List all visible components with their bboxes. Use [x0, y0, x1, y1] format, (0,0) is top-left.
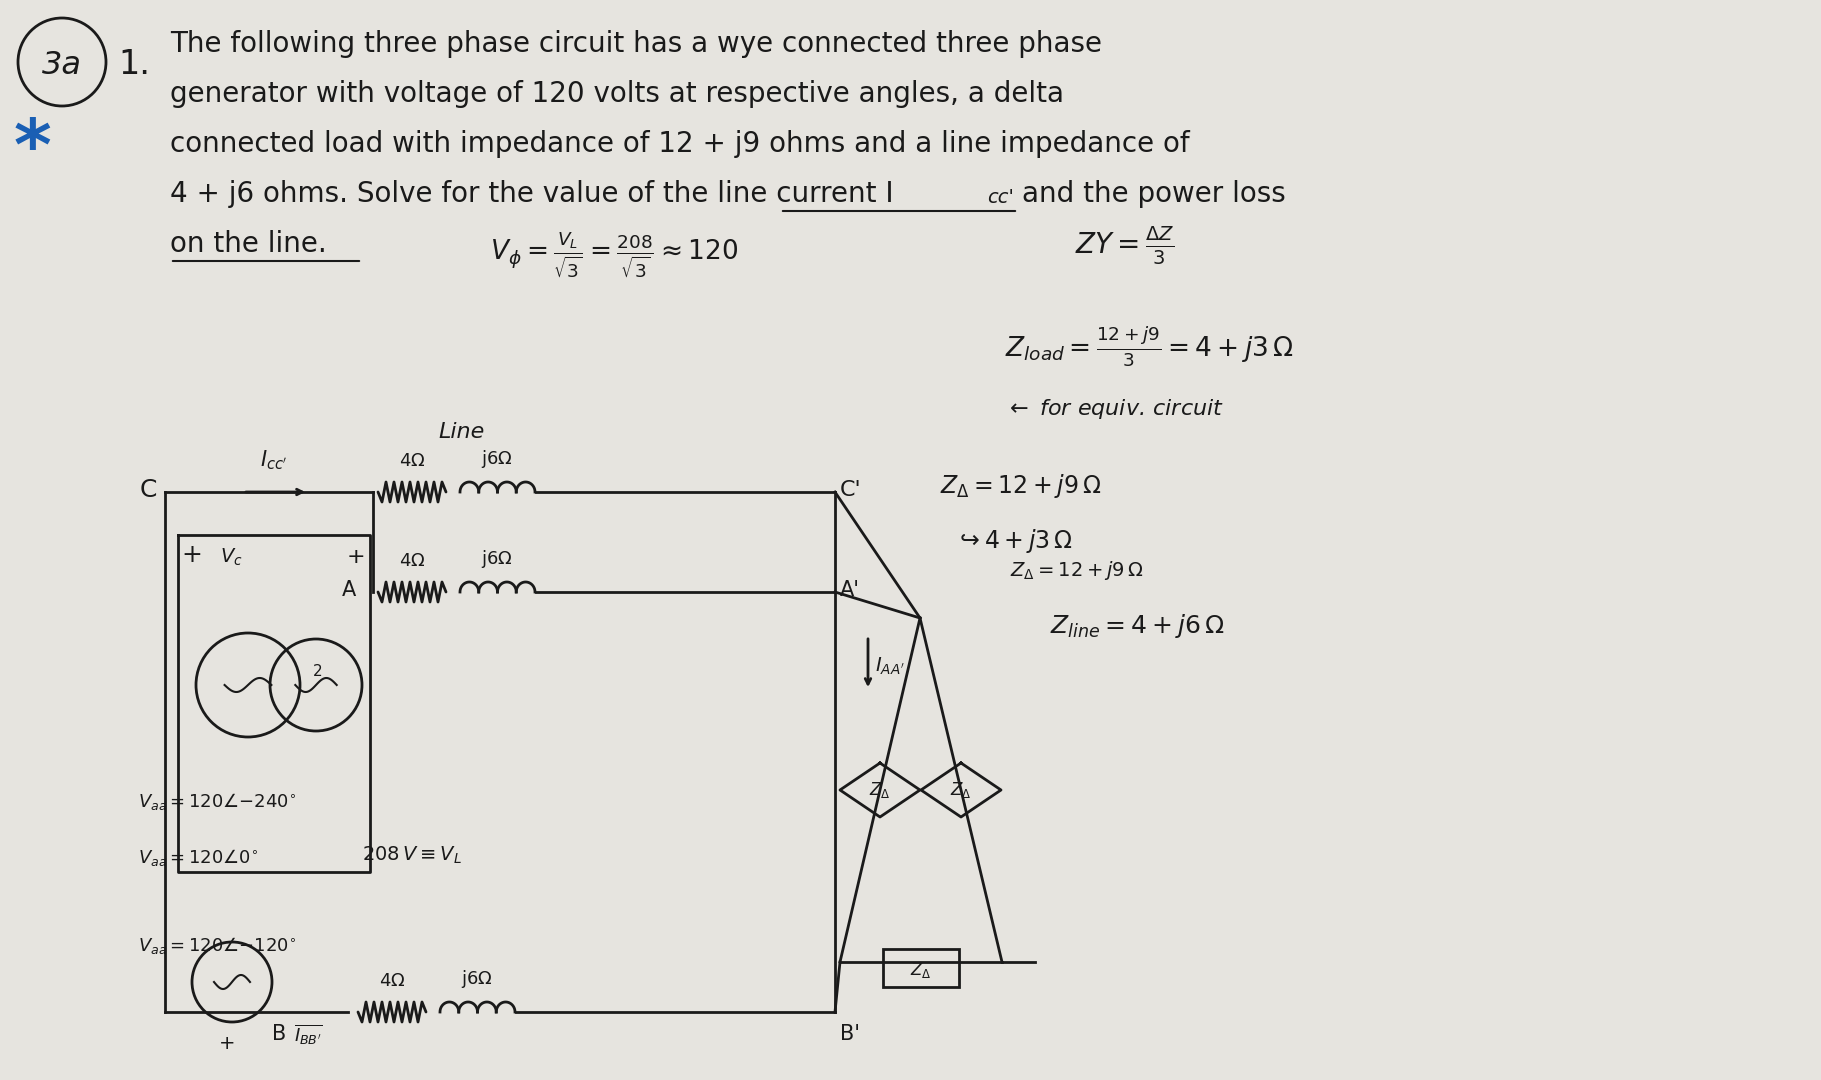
Text: 2: 2: [313, 663, 322, 678]
Text: j6$\Omega$: j6$\Omega$: [461, 968, 493, 990]
Text: C: C: [140, 478, 157, 502]
Text: +: +: [346, 546, 366, 567]
Text: $V_{aa} = 120\angle{0^{\circ}}$: $V_{aa} = 120\angle{0^{\circ}}$: [138, 848, 259, 868]
Text: $Z_\Delta = 12 + j9\,\Omega$: $Z_\Delta = 12 + j9\,\Omega$: [940, 472, 1102, 500]
Text: $V_{aa} = 120\angle{-120^{\circ}}$: $V_{aa} = 120\angle{-120^{\circ}}$: [138, 934, 297, 956]
Text: $Z_\Delta$: $Z_\Delta$: [951, 780, 972, 800]
Text: $V_\phi = \frac{V_L}{\sqrt{3}} = \frac{208}{\sqrt{3}} \approx 120$: $V_\phi = \frac{V_L}{\sqrt{3}} = \frac{2…: [490, 230, 738, 281]
Text: $ZY = \frac{\Delta Z}{3}$: $ZY = \frac{\Delta Z}{3}$: [1074, 225, 1175, 267]
Bar: [883, 949, 960, 987]
Text: A: A: [342, 580, 355, 600]
Text: B: B: [271, 1024, 286, 1044]
Text: j6$\Omega$: j6$\Omega$: [481, 548, 514, 570]
Text: 3a: 3a: [42, 50, 82, 81]
Text: $Z_\Delta$: $Z_\Delta$: [869, 780, 890, 800]
Text: +: +: [219, 1034, 235, 1053]
Text: $V_{aa} = 120\angle{-240^{\circ}}$: $V_{aa} = 120\angle{-240^{\circ}}$: [138, 792, 297, 812]
Text: $\leftarrow$ for equiv. circuit: $\leftarrow$ for equiv. circuit: [1005, 397, 1224, 421]
Text: $\hookrightarrow 4+j3\,\Omega$: $\hookrightarrow 4+j3\,\Omega$: [954, 527, 1073, 555]
Text: on the line.: on the line.: [169, 230, 326, 258]
Text: $V_c$: $V_c$: [220, 546, 242, 568]
Text: $Z_{line} = 4+j6\,\Omega$: $Z_{line} = 4+j6\,\Omega$: [1051, 612, 1224, 640]
Text: generator with voltage of 120 volts at respective angles, a delta: generator with voltage of 120 volts at r…: [169, 80, 1063, 108]
Text: and the power loss: and the power loss: [1022, 180, 1286, 208]
Text: The following three phase circuit has a wye connected three phase: The following three phase circuit has a …: [169, 30, 1102, 58]
Text: $Z_\Delta$: $Z_\Delta$: [910, 960, 932, 980]
Text: j6$\Omega$: j6$\Omega$: [481, 448, 514, 470]
Text: $\overline{I_{BB^{\prime}}}$: $\overline{I_{BB^{\prime}}}$: [293, 1022, 322, 1045]
Text: $I_{AA^{\prime}}$: $I_{AA^{\prime}}$: [876, 656, 905, 677]
Text: *: *: [13, 116, 51, 185]
Text: +: +: [182, 543, 202, 567]
Text: $Z_\Delta = 12 + j9\,\Omega$: $Z_\Delta = 12 + j9\,\Omega$: [1011, 558, 1144, 581]
Text: connected load with impedance of 12 + j9 ohms and a line impedance of: connected load with impedance of 12 + j9…: [169, 130, 1189, 158]
Text: 4 + j6 ohms. Solve for the value of the line current I: 4 + j6 ohms. Solve for the value of the …: [169, 180, 894, 208]
Text: C': C': [839, 480, 861, 500]
Text: 4$\Omega$: 4$\Omega$: [379, 972, 406, 990]
Text: $208\,V \equiv V_L$: $208\,V \equiv V_L$: [362, 845, 463, 866]
Text: 1.: 1.: [118, 49, 149, 81]
Text: A': A': [839, 580, 860, 600]
Text: cc': cc': [987, 188, 1014, 207]
Text: 4$\Omega$: 4$\Omega$: [399, 552, 426, 570]
Text: $I_{cc'}$: $I_{cc'}$: [260, 448, 288, 472]
Text: Line: Line: [439, 422, 484, 442]
Text: 4$\Omega$: 4$\Omega$: [399, 453, 426, 470]
Text: B': B': [839, 1024, 860, 1044]
Text: $Z_{load} = \frac{12+j9}{3} = 4+j3\,\Omega$: $Z_{load} = \frac{12+j9}{3} = 4+j3\,\Ome…: [1005, 325, 1293, 369]
